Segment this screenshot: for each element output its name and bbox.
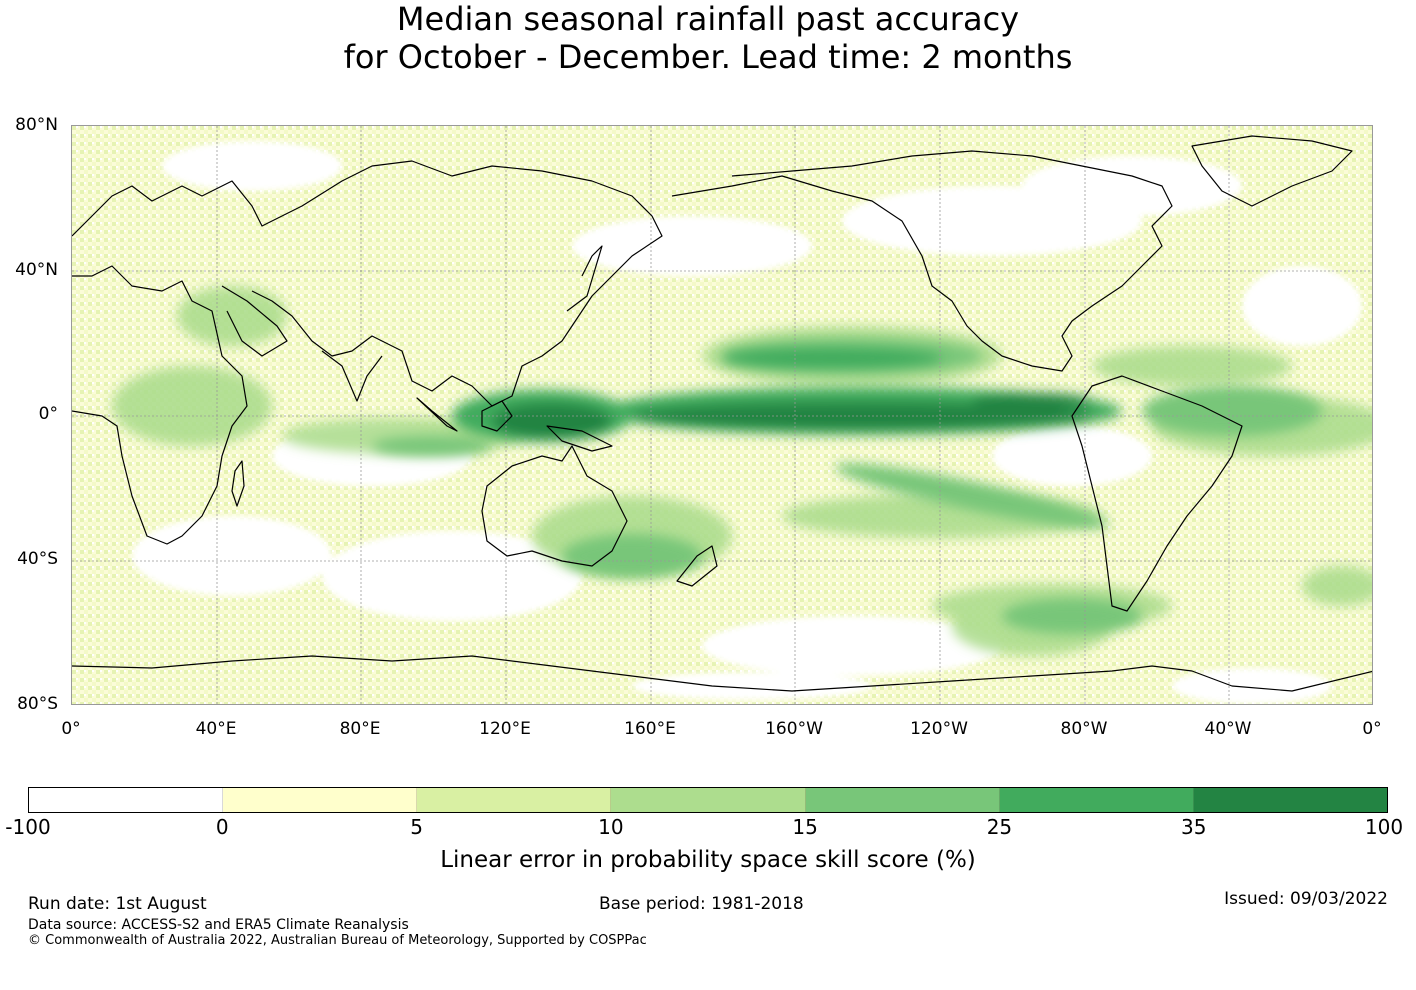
colorbar-tick-label: 15 [792,815,818,839]
data-source: Data source: ACCESS-S2 and ERA5 Climate … [28,917,409,933]
coastline-north-america [671,150,1173,372]
coastline-greenland [1191,135,1353,207]
lon-label-80w: 80°W [1060,719,1108,739]
run-date: Run date: 1st August [28,894,207,914]
colorbar-tick-label: 0 [215,815,229,839]
colorbar-segment [805,788,1000,812]
colorbar-tick-label: 35 [1180,815,1207,839]
coastline-antarctica [72,655,1372,692]
map-canvas [72,126,1372,704]
lon-label-120e: 120°E [479,719,531,739]
colorbar-tick-label: 10 [598,815,624,839]
coastline-new-guinea [546,425,613,452]
colorbar-tick-label: 5 [410,815,423,839]
coastline-japan [566,245,603,312]
colorbar-segment [611,788,806,812]
coastline-sumatra [416,397,458,432]
high-skill-regions [452,348,1122,442]
lon-label-160e: 160°E [624,719,676,739]
map-gridlines [72,126,1372,704]
coastline-borneo [481,400,513,432]
coastline-australia [481,445,628,567]
colorbar-segment [1193,788,1387,812]
lon-label-40w: 40°W [1204,719,1252,739]
base-period: Base period: 1981-2018 [599,894,804,914]
coastline-arabia [221,285,288,357]
colorbar-tick-label: 25 [986,815,1013,839]
lon-label-80e: 80°E [339,719,381,739]
colorbar-segment [223,788,418,812]
good-skill-regions [372,338,1322,634]
colorbar-segment [999,788,1194,812]
colorbar-label: Linear error in probability space skill … [440,847,976,873]
lat-label-40n: 40°N [15,260,58,280]
coastline-india [321,350,383,402]
colorbar [28,787,1388,813]
issued-date: Issued: 09/03/2022 [1224,889,1388,909]
lon-label-0-right: 0° [1362,719,1382,739]
lon-label-120w: 120°W [910,719,968,739]
lon-label-160w: 160°W [765,719,823,739]
lat-label-80s: 80°S [17,694,58,714]
colorbar-tick-label: -100 [5,815,51,839]
lon-label-40e: 40°E [195,719,237,739]
colorbar-segment [29,788,224,812]
lat-label-40s: 40°S [17,549,58,569]
figure-title-line-2: for October - December. Lead time: 2 mon… [343,38,1073,76]
figure-title-line-1: Median seasonal rainfall past accuracy [396,0,1020,38]
coastlines [72,135,1372,692]
skill-score-map [71,125,1373,705]
lat-label-80n: 80°N [15,115,58,135]
coastline-south-america [1071,375,1243,612]
coastline-africa [72,265,248,545]
lon-label-0-left: 0° [61,719,81,739]
lat-label-equator: 0° [38,404,58,424]
coastline-eurasia [72,160,663,407]
colorbar-tick-label: 100 [1364,815,1404,839]
coastline-madagascar [231,460,245,507]
colorbar-segment [417,788,612,812]
coastline-new-zealand [676,545,718,587]
copyright-notice: © Commonwealth of Australia 2022, Austra… [28,933,647,948]
